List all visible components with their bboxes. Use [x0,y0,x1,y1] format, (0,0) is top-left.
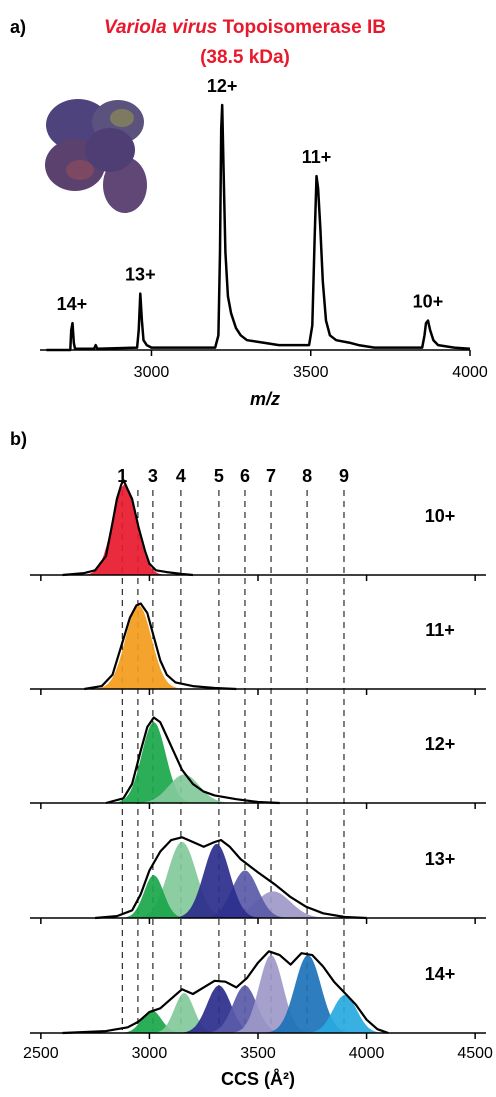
ccs-line [105,716,280,805]
blob [85,128,135,172]
title-italic: Variola virus [104,17,217,38]
ccs-line [62,950,389,1035]
blob [66,160,94,180]
x-tick-label: 3500 [240,1045,276,1062]
component-fill [86,484,163,575]
component-fill [175,843,259,918]
charge-label: 10+ [425,506,456,526]
component-fill [266,955,350,1033]
component-fill [96,605,181,689]
conformer-label: 3 [148,466,158,486]
x-tick-label: 4500 [457,1045,493,1062]
x-tick-label: 3000 [134,364,170,381]
conformer-label: 8 [302,466,312,486]
peak-label: 14+ [57,294,88,314]
component-fill [135,774,233,803]
conformer-label: 1 [117,466,127,486]
conformer-label: 6 [240,466,250,486]
ccs-line [95,836,367,920]
peak-label: 11+ [302,147,332,167]
chart-subtitle: (38.5 kDa) [200,47,290,68]
x-tick-label: 2500 [23,1045,59,1062]
charge-label: 14+ [425,964,456,984]
panel-label: b) [10,429,27,449]
chart-title: Variola virus Topoisomerase IB [104,17,386,38]
charge-label: 12+ [425,734,456,754]
x-axis-label: CCS (Å²) [221,1069,295,1089]
conformer-label: 5 [214,466,224,486]
spectrum-line [46,103,471,352]
ccs-line [62,478,194,577]
peak-label: 13+ [125,264,156,284]
component-fill [306,995,384,1033]
conformer-label: 9 [339,466,349,486]
protein-structure [45,99,147,213]
x-tick-label: 3000 [132,1045,168,1062]
x-axis-label: m/z [250,389,280,409]
x-tick-label: 4000 [349,1045,385,1062]
blob [110,109,134,127]
conformer-label: 7 [266,466,276,486]
title: Topoisomerase IB [223,17,386,38]
charge-label: 11+ [425,620,455,640]
x-tick-label: 3500 [293,364,329,381]
charge-label: 13+ [425,849,456,869]
component-fill [122,875,185,918]
x-tick-label: 4000 [452,364,488,381]
peak-label: 12+ [207,76,238,96]
conformer-label: 4 [176,466,186,486]
panel-label: a) [10,17,26,37]
peak-label: 10+ [413,291,444,311]
ccs-line [84,602,237,691]
